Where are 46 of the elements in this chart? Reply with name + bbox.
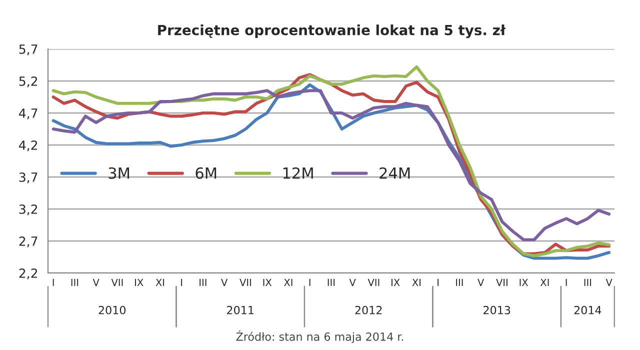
x-tick-label: IX (392, 278, 400, 286)
x-tick-label: V (92, 278, 100, 286)
legend-label: 24M (380, 167, 410, 179)
x-tick-label: IX (520, 278, 528, 286)
x-tick-label: XI (156, 278, 164, 286)
x-tick-label: V (606, 278, 612, 286)
y-tick-label: 2,2 (19, 268, 38, 280)
x-tick-label: V (221, 278, 228, 286)
x-tick-label: XI (412, 278, 421, 286)
x-tick-label: I (438, 278, 439, 286)
y-tick-label: 3,7 (19, 172, 38, 184)
x-tick-label: V (349, 278, 356, 286)
x-tick-label: XI (284, 278, 292, 286)
x-tick-label: VII (111, 278, 123, 286)
text: 2014 (574, 306, 602, 314)
text: 2011 (227, 306, 254, 314)
text: 2010 (98, 306, 126, 314)
x-tick-label: XI (540, 278, 549, 286)
text: Źródło: stan na 6 maja 2014 r. (236, 330, 404, 343)
y-tick-label: 4,7 (19, 108, 38, 120)
x-tick-label: I (52, 278, 54, 286)
y-tick-label: 5,2 (19, 76, 38, 88)
x-tick-label: VII (240, 278, 251, 286)
x-tick-label: III (584, 278, 592, 286)
x-tick-label: I (181, 278, 182, 286)
legend-label: 6M (196, 167, 216, 179)
x-tick-label: III (456, 278, 463, 286)
y-tick-label: 5,7 (19, 44, 38, 56)
x-tick-label: IX (135, 278, 144, 286)
legend-label: 3M (108, 167, 129, 179)
x-tick-label: VII (496, 278, 508, 286)
x-tick-label: III (328, 278, 335, 286)
chart-title: Przeciętne oprocentowanie lokat na 5 tys. zł (158, 24, 506, 38)
y-tick-label: 3,2 (19, 204, 38, 216)
text: 2012 (355, 306, 382, 314)
x-tick-label: IX (263, 278, 272, 286)
x-tick-label: I (309, 278, 310, 286)
y-tick-label: 4,2 (19, 140, 38, 152)
x-tick-label: III (71, 278, 78, 286)
legend-label: 12M (283, 167, 313, 179)
x-tick-label: V (478, 278, 484, 286)
y-tick-label: 2,7 (19, 236, 38, 248)
text: 2013 (484, 306, 510, 314)
x-tick-label: I (566, 278, 567, 286)
x-tick-label: VII (368, 278, 380, 286)
x-tick-label: III (200, 278, 206, 286)
